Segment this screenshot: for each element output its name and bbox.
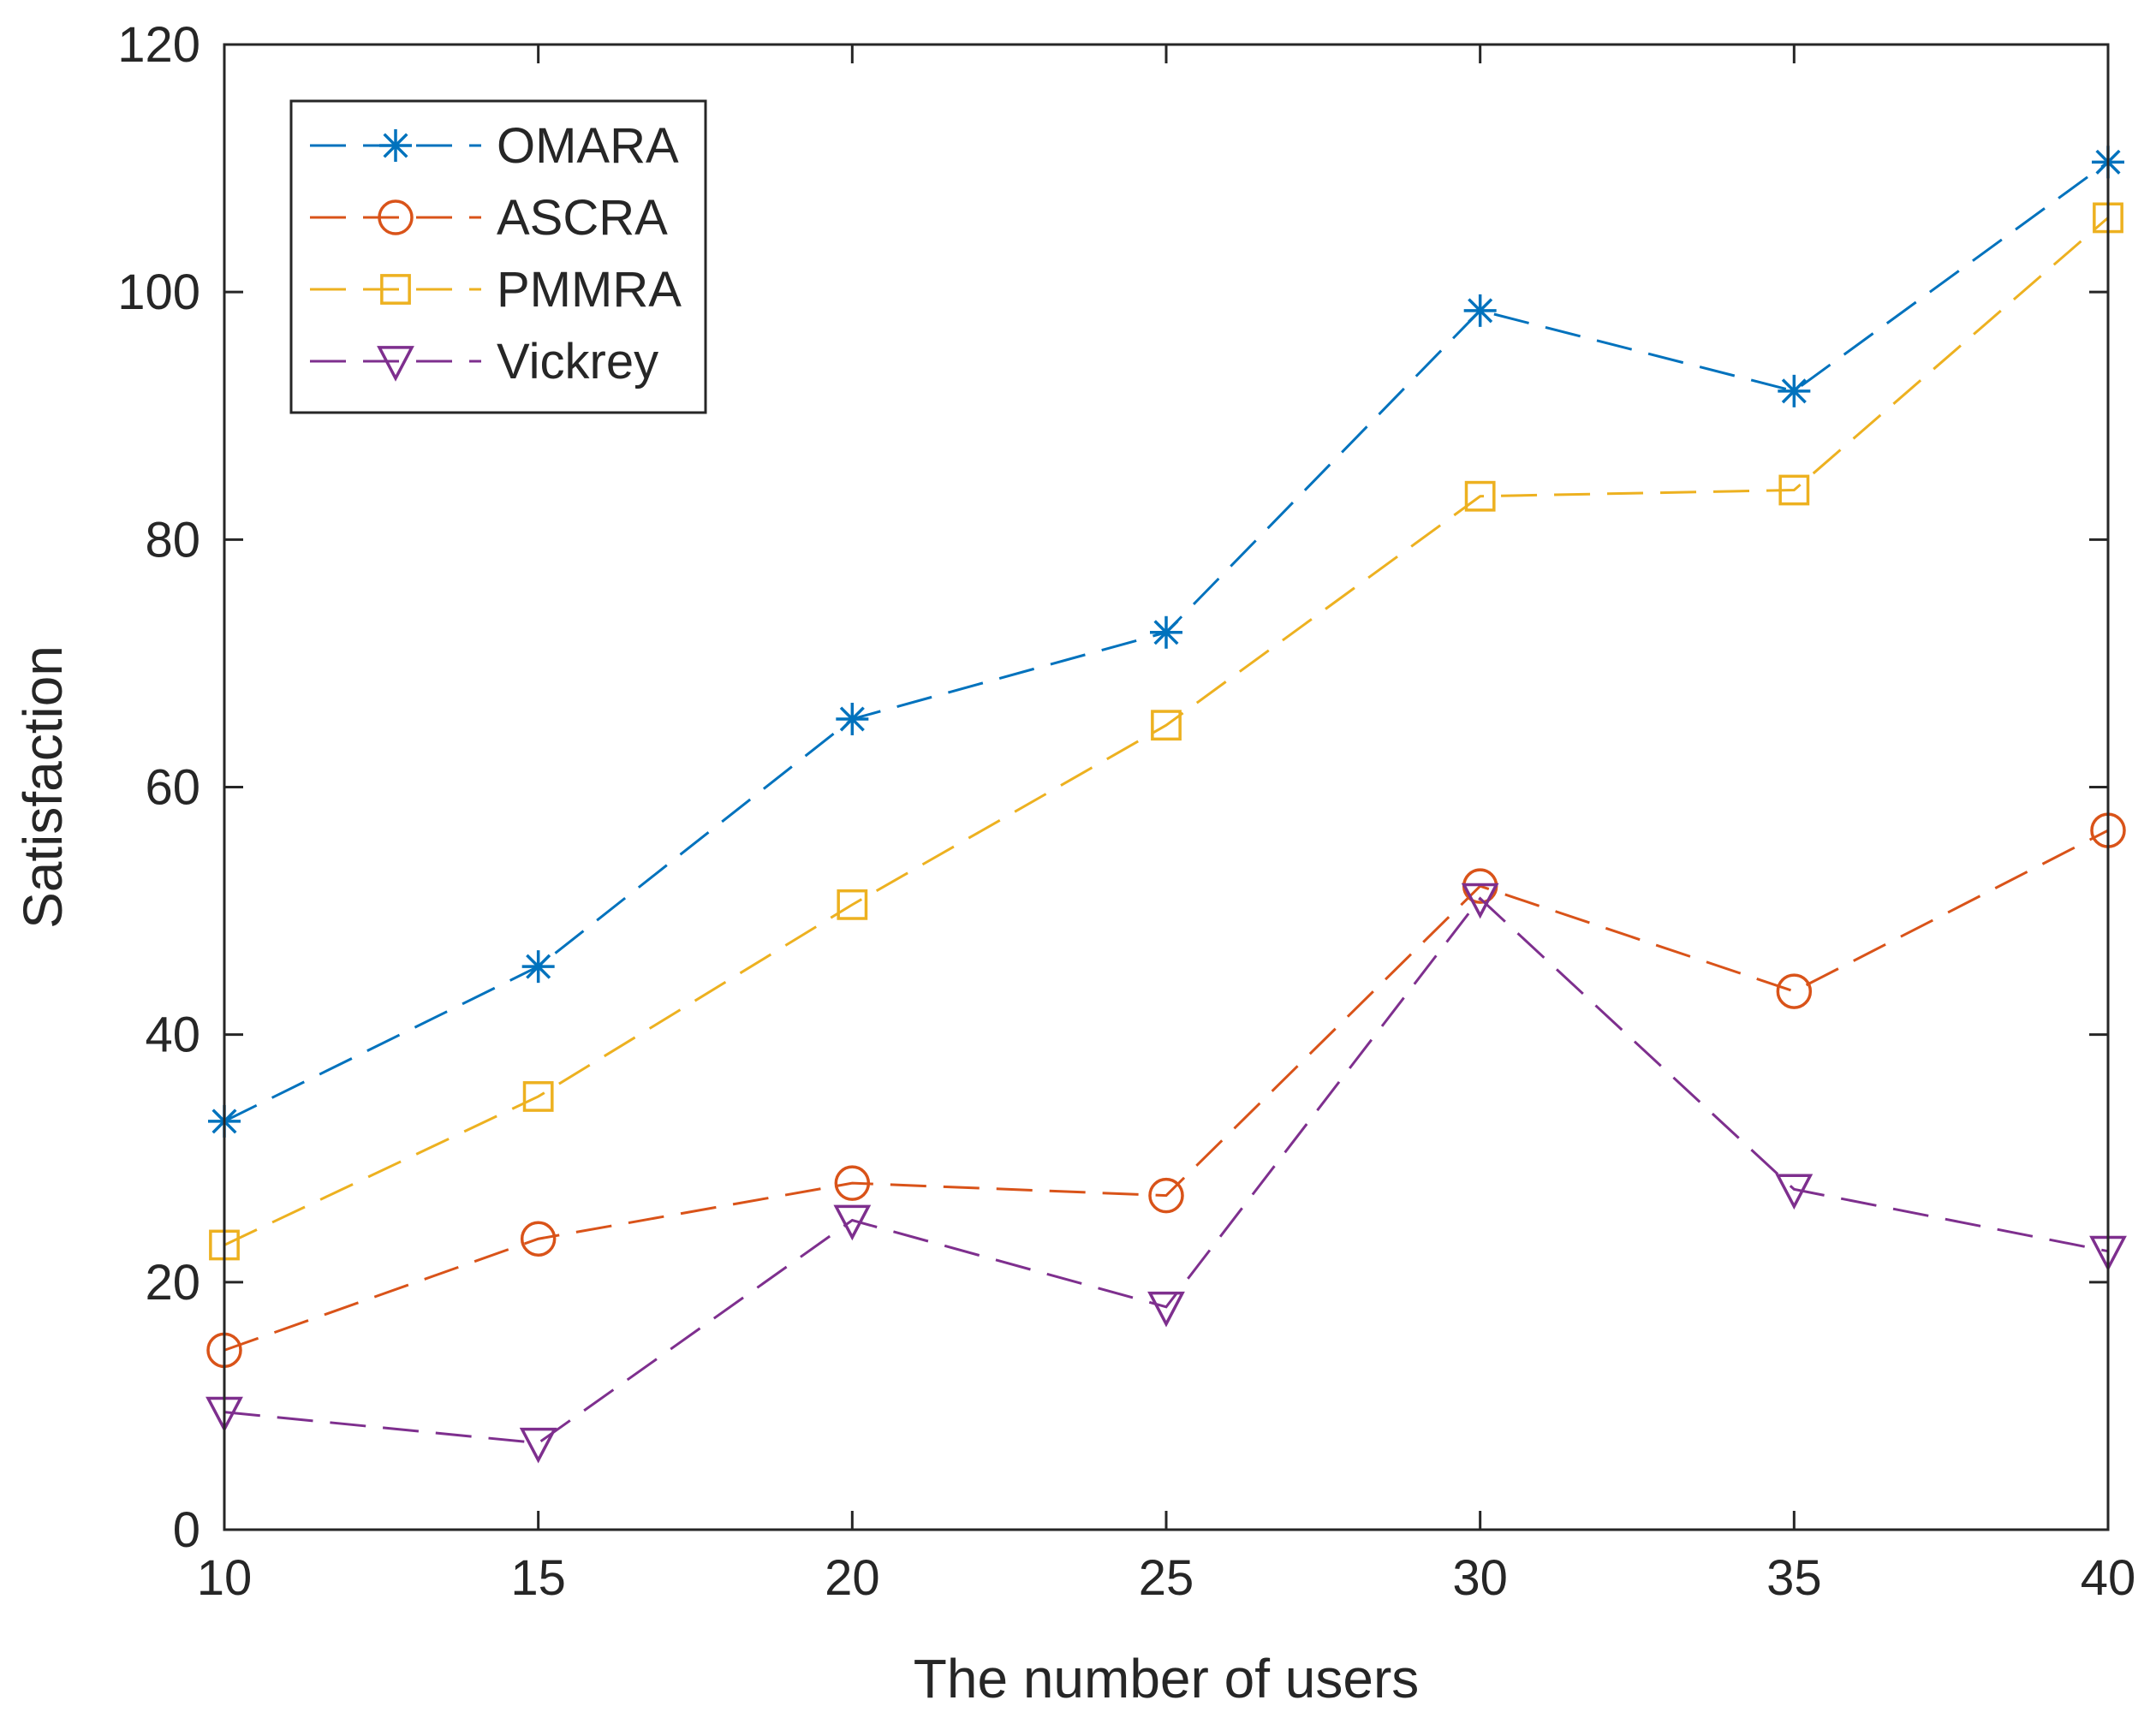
ticks-layer: 10 15 20 25 30 35 40 0 20 40 60 80 100 120 xyxy=(117,17,2135,1606)
data-point-vickrey xyxy=(833,1204,872,1241)
y-tick-label: 120 xyxy=(117,17,200,73)
series-line-vickrey xyxy=(223,896,2109,1445)
data-point-pmmra xyxy=(1464,480,1496,512)
y-tick-label: 20 xyxy=(145,1255,200,1311)
legend: OMARA ASCRA PMMRA Vickrey xyxy=(289,99,707,414)
legend-box xyxy=(289,99,707,414)
legend-marker-omara xyxy=(379,129,412,162)
legend-item-vickrey: Vickrey xyxy=(310,334,658,389)
x-tick-label: 25 xyxy=(1139,1550,1194,1606)
legend-marker-ascra xyxy=(378,199,414,235)
series-line-pmmra xyxy=(223,217,2109,1246)
legend-item-ascra: ASCRA xyxy=(310,190,668,246)
legend-label-omara: OMARA xyxy=(497,118,679,174)
data-point-omara xyxy=(521,950,555,984)
y-tick-label: 60 xyxy=(145,760,200,816)
x-tick-label: 40 xyxy=(2081,1550,2136,1606)
data-point-omara xyxy=(1778,374,1811,407)
legend-item-pmmra: PMMRA xyxy=(310,262,682,318)
series-vickrey xyxy=(205,883,2127,1464)
y-tick-label: 80 xyxy=(145,512,200,568)
x-tick-label: 30 xyxy=(1452,1550,1508,1606)
data-point-ascra xyxy=(834,1165,871,1201)
data-point-pmmra xyxy=(837,889,868,920)
legend-label-pmmra: PMMRA xyxy=(497,262,682,318)
data-point-omara xyxy=(1150,615,1182,649)
x-axis-label: The number of users xyxy=(914,1648,1420,1709)
data-point-vickrey xyxy=(519,1427,557,1464)
legend-label-vickrey: Vickrey xyxy=(497,334,658,389)
x-tick-label: 10 xyxy=(197,1550,253,1606)
series-line-ascra xyxy=(223,829,2109,1352)
y-tick-label: 100 xyxy=(117,265,200,320)
legend-label-ascra: ASCRA xyxy=(497,190,668,246)
data-point-omara xyxy=(836,702,869,735)
y-axis-label: Satisfaction xyxy=(12,645,74,929)
data-point-vickrey xyxy=(1461,883,1499,919)
data-point-ascra xyxy=(1776,973,1813,1009)
data-point-vickrey xyxy=(1147,1291,1185,1328)
data-point-ascra xyxy=(1148,1177,1184,1214)
x-tick-label: 35 xyxy=(1766,1550,1822,1606)
data-point-ascra xyxy=(520,1221,557,1257)
legend-marker-pmmra xyxy=(380,274,411,305)
data-point-pmmra xyxy=(1151,710,1182,741)
data-point-omara xyxy=(1463,294,1497,327)
data-point-pmmra xyxy=(1778,474,1810,506)
x-tick-label: 20 xyxy=(825,1550,880,1606)
y-tick-label: 0 xyxy=(173,1502,200,1558)
y-tick-label: 40 xyxy=(145,1008,200,1063)
series-layer xyxy=(205,146,2127,1464)
x-tick-label: 15 xyxy=(510,1550,566,1606)
data-point-pmmra xyxy=(522,1081,554,1112)
series-pmmra xyxy=(209,202,2123,1261)
data-point-vickrey xyxy=(1775,1174,1814,1210)
legend-item-omara: OMARA xyxy=(310,118,679,174)
legend-marker-vickrey xyxy=(377,346,414,382)
